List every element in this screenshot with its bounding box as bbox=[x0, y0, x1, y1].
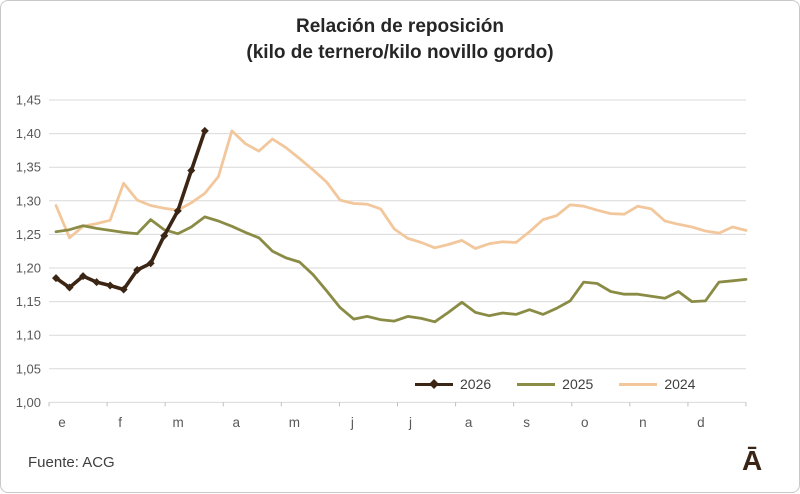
y-axis-tick-label: 1,35 bbox=[16, 160, 41, 175]
y-axis-tick-label: 1,40 bbox=[16, 126, 41, 141]
x-axis-month-label: o bbox=[581, 415, 589, 430]
x-axis-month-label: m bbox=[173, 415, 184, 430]
series-2026-marker bbox=[146, 259, 155, 268]
series-2026-line bbox=[54, 129, 207, 292]
x-axis-month-label: j bbox=[408, 415, 412, 430]
series-2026-marker bbox=[65, 283, 74, 292]
chart-title-line2: (kilo de ternero/kilo novillo gordo) bbox=[246, 42, 554, 63]
y-axis-tick-label: 1,15 bbox=[16, 294, 41, 309]
legend-swatch-2025 bbox=[517, 382, 556, 386]
y-axis-tick-label: 1,45 bbox=[16, 93, 41, 108]
legend-label: 2024 bbox=[664, 376, 696, 392]
legend-label: 2026 bbox=[460, 376, 492, 392]
series-2025-line bbox=[54, 215, 748, 324]
brand-logo: Ā bbox=[742, 445, 763, 476]
x-axis-month-label: a bbox=[232, 415, 240, 430]
series-2026-marker bbox=[160, 231, 169, 240]
legend-swatch-2024 bbox=[619, 382, 658, 386]
series-2026-marker bbox=[106, 281, 115, 290]
y-axis-tick-label: 1,10 bbox=[16, 328, 41, 343]
series-2026-marker bbox=[79, 272, 88, 281]
y-axis-tick-label: 1,05 bbox=[16, 361, 41, 376]
y-axis-tick-label: 1,25 bbox=[16, 227, 41, 242]
chart-legend: 2026 2025 2024 bbox=[415, 375, 695, 393]
series-2024-line bbox=[54, 129, 748, 250]
x-axis-month-label: f bbox=[118, 415, 122, 430]
x-axis-month-label: a bbox=[465, 415, 473, 430]
source-label: Fuente: ACG bbox=[28, 454, 115, 471]
legend-item-2026: 2026 bbox=[415, 376, 491, 392]
x-axis-month-label: j bbox=[350, 415, 354, 430]
series-2026-marker bbox=[92, 278, 101, 287]
page-title: Relación de reposición (kilo de ternero/… bbox=[1, 14, 799, 66]
series-2026-marker bbox=[52, 274, 60, 283]
y-axis-tick-label: 1,20 bbox=[16, 261, 41, 276]
series-2026-marker bbox=[119, 285, 128, 294]
legend-swatch-2026 bbox=[415, 379, 453, 389]
series-2026-marker bbox=[173, 206, 182, 215]
chart-title-line1: Relación de reposición bbox=[296, 16, 504, 37]
diamond-marker bbox=[429, 379, 439, 389]
x-axis-month-label: m bbox=[289, 415, 300, 430]
x-axis-month-label: d bbox=[697, 415, 705, 430]
series-2026-marker bbox=[200, 126, 209, 135]
legend-item-2024: 2024 bbox=[619, 376, 695, 392]
x-axis-month-label: n bbox=[639, 415, 647, 430]
y-axis-tick-label: 1,30 bbox=[16, 193, 41, 208]
series-2026-marker bbox=[187, 166, 196, 175]
y-axis-tick-label: 1,00 bbox=[16, 395, 41, 410]
series-2026-marker bbox=[133, 266, 142, 275]
legend-label: 2025 bbox=[562, 376, 594, 392]
x-axis-month-label: e bbox=[58, 415, 66, 430]
x-axis-month-label: s bbox=[523, 415, 530, 430]
legend-item-2025: 2025 bbox=[517, 376, 593, 392]
